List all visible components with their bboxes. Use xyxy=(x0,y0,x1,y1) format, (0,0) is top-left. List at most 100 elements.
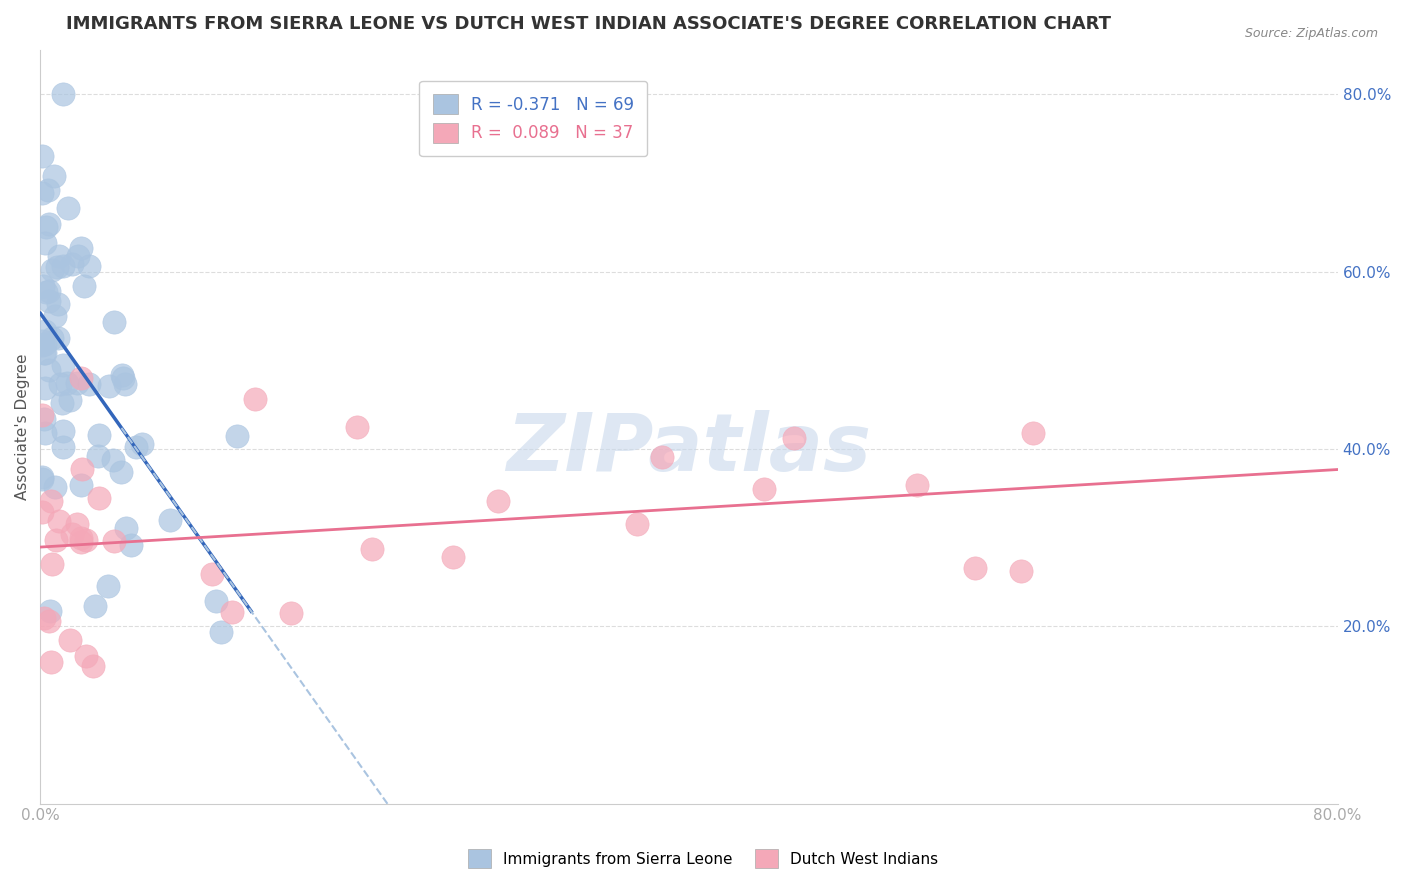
Point xyxy=(87,491,110,505)
Point xyxy=(34,235,56,250)
Point xyxy=(38,285,60,299)
Point xyxy=(101,453,124,467)
Point xyxy=(38,614,60,628)
Point xyxy=(97,379,120,393)
Point xyxy=(34,425,56,440)
Point xyxy=(44,169,66,183)
Point xyxy=(245,392,267,406)
Point xyxy=(361,541,384,556)
Point xyxy=(60,527,83,541)
Point xyxy=(70,371,93,385)
Point xyxy=(97,579,120,593)
Point xyxy=(44,310,66,324)
Point xyxy=(70,531,93,545)
Point xyxy=(38,604,60,618)
Point xyxy=(221,605,243,619)
Point xyxy=(31,338,53,352)
Legend: Immigrants from Sierra Leone, Dutch West Indians: Immigrants from Sierra Leone, Dutch West… xyxy=(460,841,946,875)
Point xyxy=(205,593,228,607)
Point xyxy=(82,659,104,673)
Point xyxy=(46,331,69,345)
Point xyxy=(31,186,53,200)
Point xyxy=(45,533,67,547)
Text: IMMIGRANTS FROM SIERRA LEONE VS DUTCH WEST INDIAN ASSOCIATE'S DEGREE CORRELATION: IMMIGRANTS FROM SIERRA LEONE VS DUTCH WE… xyxy=(66,15,1111,33)
Point xyxy=(70,478,93,492)
Point xyxy=(31,470,53,484)
Point xyxy=(44,480,66,494)
Point xyxy=(32,278,55,293)
Point xyxy=(131,437,153,451)
Point xyxy=(905,477,928,491)
Point xyxy=(72,462,94,476)
Point xyxy=(31,505,53,519)
Point xyxy=(48,377,70,392)
Point xyxy=(752,483,775,497)
Point xyxy=(34,324,56,338)
Point xyxy=(32,412,55,426)
Point xyxy=(79,259,101,273)
Point xyxy=(62,258,84,272)
Point xyxy=(201,567,224,582)
Point xyxy=(41,262,63,277)
Point xyxy=(111,368,134,382)
Point xyxy=(84,599,107,613)
Point xyxy=(48,249,70,263)
Point xyxy=(626,516,648,531)
Point xyxy=(38,218,60,232)
Point xyxy=(69,241,91,255)
Point xyxy=(41,330,63,344)
Point xyxy=(39,493,62,508)
Point xyxy=(52,440,75,454)
Point xyxy=(56,376,79,390)
Point xyxy=(52,359,75,373)
Point xyxy=(75,533,97,548)
Point xyxy=(37,183,59,197)
Point xyxy=(31,472,53,486)
Point xyxy=(87,427,110,442)
Point xyxy=(66,516,89,531)
Point xyxy=(32,611,55,625)
Point xyxy=(35,220,58,235)
Point xyxy=(66,249,89,263)
Point xyxy=(1010,564,1032,578)
Point xyxy=(110,466,132,480)
Point xyxy=(120,538,142,552)
Point xyxy=(31,408,53,422)
Point xyxy=(52,424,75,438)
Point xyxy=(346,420,368,434)
Point xyxy=(38,363,60,377)
Point xyxy=(52,87,75,102)
Point xyxy=(73,279,96,293)
Point xyxy=(965,561,987,575)
Point xyxy=(32,346,55,360)
Text: ZIPatlas: ZIPatlas xyxy=(506,410,872,488)
Point xyxy=(46,260,69,274)
Point xyxy=(77,376,100,391)
Point xyxy=(46,296,69,310)
Point xyxy=(114,376,136,391)
Point xyxy=(125,440,148,454)
Point xyxy=(66,376,89,391)
Point xyxy=(486,494,509,508)
Point xyxy=(226,428,249,442)
Point xyxy=(1022,426,1045,441)
Point xyxy=(209,625,232,640)
Point xyxy=(280,606,302,620)
Point xyxy=(103,533,125,548)
Point xyxy=(41,655,63,669)
Point xyxy=(70,534,93,549)
Point xyxy=(52,259,75,273)
Point xyxy=(783,431,806,445)
Point xyxy=(41,557,63,571)
Point xyxy=(159,513,181,527)
Point xyxy=(58,201,80,215)
Y-axis label: Associate's Degree: Associate's Degree xyxy=(15,353,30,500)
Point xyxy=(111,371,134,385)
Point xyxy=(59,393,82,408)
Point xyxy=(103,314,125,328)
Point xyxy=(38,293,60,308)
Point xyxy=(87,449,110,463)
Point xyxy=(114,521,136,535)
Point xyxy=(31,149,53,163)
Point xyxy=(34,336,56,351)
